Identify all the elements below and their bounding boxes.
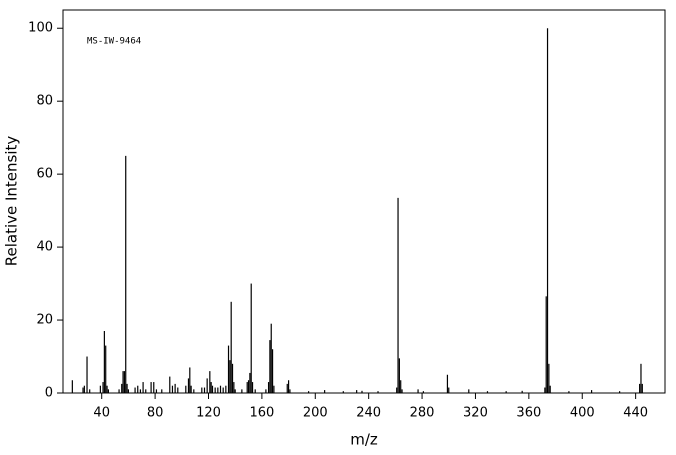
y-tick-label: 80 — [36, 94, 53, 109]
y-axis-label: Relative Intensity — [3, 136, 21, 267]
x-tick-label: 400 — [570, 406, 595, 421]
y-tick-label: 100 — [28, 21, 53, 36]
y-tick-label: 20 — [36, 313, 53, 328]
x-tick-label: 440 — [623, 406, 648, 421]
x-tick-label: 200 — [303, 406, 328, 421]
x-tick-label: 40 — [93, 406, 110, 421]
y-tick-label: 40 — [36, 240, 53, 255]
x-tick-label: 240 — [356, 406, 381, 421]
x-axis-label: m/z — [350, 431, 378, 449]
plot-frame — [62, 9, 666, 394]
annotation: MS-IW-9464 — [87, 37, 141, 47]
x-tick-label: 360 — [516, 406, 541, 421]
x-tick-label: 320 — [463, 406, 488, 421]
x-tick-label: 160 — [249, 406, 274, 421]
y-tick-label: 60 — [36, 167, 53, 182]
x-tick-label: 120 — [196, 406, 221, 421]
x-tick-label: 80 — [147, 406, 164, 421]
x-tick-label: 280 — [410, 406, 435, 421]
y-tick-label: 0 — [45, 386, 53, 401]
